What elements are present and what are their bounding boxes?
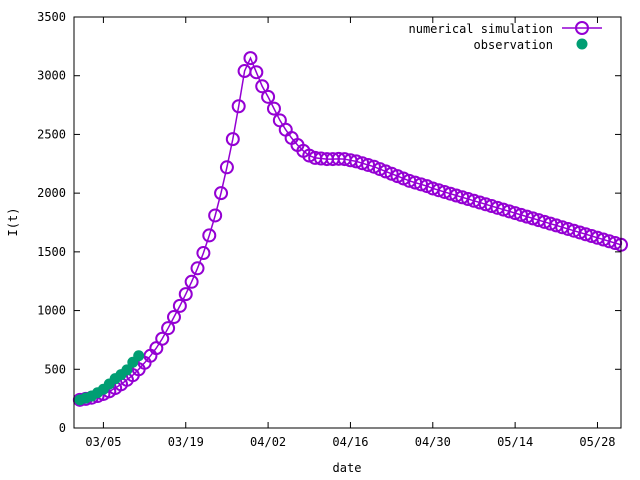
- simulation-point: [202, 228, 217, 243]
- simulation-point: [231, 99, 246, 114]
- simulation-point: [178, 287, 193, 302]
- y-tick-label: 1000: [37, 304, 66, 318]
- simulation-point: [184, 274, 199, 289]
- simulation-point: [243, 51, 258, 66]
- axis-ticks: 0 500 1000 1500 2000 2500 3000 3500 03/05 03/19 04…: [37, 10, 621, 449]
- x-tick-label: 04/02: [250, 435, 286, 449]
- simulation-point: [219, 160, 234, 175]
- legend: numerical simulation observation: [409, 21, 602, 52]
- y-axis-label: I(t): [6, 208, 20, 237]
- simulation-point: [266, 101, 281, 116]
- legend-marker-observation: [576, 38, 588, 50]
- legend-marker-simulation: [575, 21, 589, 35]
- simulation-point: [255, 79, 270, 94]
- y-tick-label: 3500: [37, 10, 66, 24]
- simulation-point: [225, 132, 240, 147]
- y-tick-label: 1500: [37, 245, 66, 259]
- y-tick-label: 3000: [37, 69, 66, 83]
- x-tick-label: 04/30: [415, 435, 451, 449]
- plot-frame: [73, 16, 622, 429]
- plot-marks: [72, 51, 628, 407]
- simulation-point: [214, 186, 229, 201]
- simulation-point: [361, 157, 376, 172]
- y-tick-label: 0: [59, 421, 66, 435]
- x-tick-label: 03/19: [168, 435, 204, 449]
- y-tick-label: 2000: [37, 186, 66, 200]
- simulation-point: [161, 321, 176, 336]
- simulation-line: [79, 56, 622, 401]
- y-tick-label: 500: [44, 362, 66, 376]
- simulation-point: [414, 177, 429, 192]
- x-axis-label: date: [333, 461, 362, 475]
- simulation-point: [261, 89, 276, 104]
- x-tick-label: 03/05: [85, 435, 121, 449]
- simulation-point: [155, 331, 170, 346]
- x-tick-label: 05/14: [497, 435, 533, 449]
- x-tick-label: 05/28: [579, 435, 615, 449]
- legend-label-observation: observation: [474, 38, 553, 52]
- observation-point: [133, 350, 145, 362]
- observation-point: [121, 364, 133, 376]
- simulation-point: [208, 208, 223, 223]
- simulation-point: [249, 65, 264, 80]
- simulation-point: [190, 261, 205, 276]
- simulation-point: [166, 310, 181, 325]
- y-tick-label: 2500: [37, 127, 66, 141]
- simulation-point: [172, 298, 187, 313]
- x-tick-label: 04/16: [332, 435, 368, 449]
- simulation-point: [196, 246, 211, 261]
- legend-label-simulation: numerical simulation: [409, 22, 554, 36]
